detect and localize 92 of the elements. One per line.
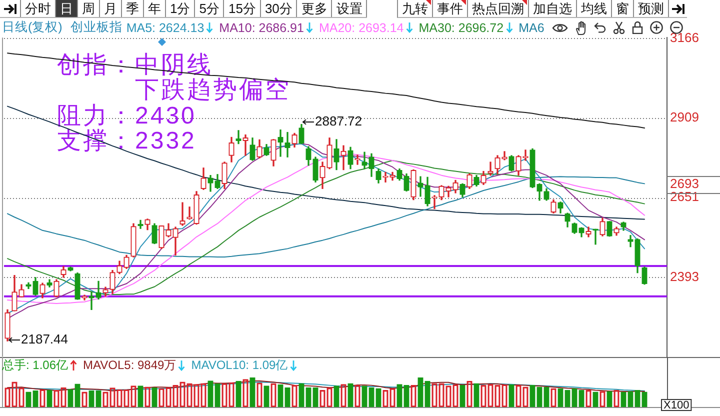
- bar: [536, 386, 542, 407]
- candlestick: [180, 202, 186, 226]
- y-tick-label: 3166: [670, 30, 699, 45]
- candlestick: [522, 150, 528, 161]
- bar: [88, 390, 94, 407]
- text: 分时: [21, 0, 55, 17]
- y-tick-label: 2393: [670, 269, 699, 284]
- series-label: MAVOL10: 1.09亿: [191, 357, 288, 374]
- bar: [558, 388, 564, 407]
- bar: [264, 386, 270, 407]
- y-tick-label: 2909: [670, 109, 699, 124]
- bar: [376, 388, 382, 407]
- candlestick: [340, 145, 346, 170]
- text: MA20: 2693.14: [318, 20, 404, 34]
- text: 季: [122, 0, 143, 17]
- text: MA30: 2696.72: [418, 20, 504, 34]
- text: 预测: [634, 0, 668, 17]
- text: 均线: [577, 0, 611, 17]
- bar: [250, 377, 256, 407]
- bar: [96, 390, 102, 407]
- chart-title: 创业板指: [70, 19, 122, 36]
- bar: [642, 392, 648, 407]
- chart-subtitle: 日线(复权): [2, 19, 62, 36]
- bar: [348, 383, 354, 407]
- bar: [634, 390, 640, 407]
- bar: [530, 384, 536, 407]
- bar: [236, 380, 242, 407]
- bar: [306, 387, 312, 407]
- bar: [312, 387, 318, 407]
- series-label: MAVOL5: 9849万: [83, 357, 176, 374]
- bar: [46, 390, 52, 407]
- bar: [278, 384, 284, 407]
- text: 事件: [433, 0, 467, 17]
- text: MA10: 2686.91: [219, 20, 304, 34]
- bar: [404, 384, 410, 407]
- text: 九转: [398, 0, 432, 17]
- bar: [508, 384, 514, 407]
- bar: [628, 391, 634, 407]
- candlestick: [432, 195, 438, 210]
- bar: [152, 387, 158, 407]
- annotation: 2187.44: [21, 332, 68, 347]
- bar: [362, 386, 368, 407]
- bar: [418, 377, 424, 407]
- bar: [138, 386, 144, 407]
- bar: [74, 384, 80, 407]
- candlestick: [628, 235, 634, 248]
- annotation: 阻力：2430: [57, 102, 196, 130]
- bar: [424, 380, 430, 407]
- bar: [26, 392, 32, 407]
- bar: [592, 392, 598, 407]
- text: 周: [78, 0, 99, 17]
- text: 5分: [195, 0, 224, 17]
- candlestick: [242, 134, 248, 156]
- bar: [544, 386, 550, 407]
- annotation: 下跌趋势偏空: [135, 76, 291, 104]
- bar: [396, 384, 402, 407]
- bar: [284, 387, 290, 407]
- text: 日: [56, 0, 77, 17]
- text: 热点回溯: [468, 0, 528, 17]
- text: MA6: [518, 20, 544, 34]
- text: 1分: [166, 0, 194, 17]
- bar: [578, 390, 584, 407]
- candlestick: [138, 220, 144, 229]
- bar: [460, 384, 466, 407]
- text: 30分: [260, 0, 296, 17]
- bar: [474, 383, 480, 407]
- text: 月: [100, 0, 121, 17]
- text: 设置: [332, 0, 366, 17]
- text: MA5: 2624.13: [126, 20, 204, 34]
- bar: [368, 387, 374, 407]
- text: X100: [664, 400, 690, 412]
- annotation: 2887.72: [315, 114, 362, 129]
- text: 更多: [297, 0, 332, 17]
- text: 窗: [612, 0, 633, 17]
- candlestick: [418, 176, 424, 197]
- text: 加自选: [529, 0, 576, 17]
- bar: [298, 383, 304, 407]
- bar: [606, 391, 612, 407]
- text: 15分: [224, 0, 260, 17]
- bar: [572, 388, 578, 407]
- bar: [334, 386, 340, 407]
- bar: [32, 390, 38, 407]
- candlestick: [284, 132, 290, 158]
- candlestick: [278, 130, 284, 157]
- y-tick-label: 2693: [670, 176, 699, 192]
- bar: [620, 392, 626, 407]
- bar: [214, 383, 220, 407]
- bar: [208, 380, 214, 407]
- legend-label: 总手: 1.06亿: [2, 357, 68, 374]
- bar: [68, 389, 74, 407]
- bar: [564, 390, 570, 407]
- text: 年: [144, 0, 165, 17]
